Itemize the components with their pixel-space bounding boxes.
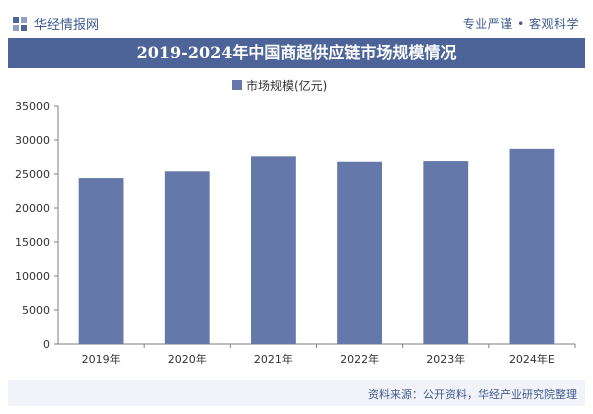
y-tick-label: 5000 bbox=[22, 304, 50, 317]
bar bbox=[509, 148, 555, 344]
header-bar: 华经情报网 专业严谨 • 客观科学 bbox=[8, 8, 585, 38]
x-tick-label: 2019年 bbox=[82, 352, 121, 366]
y-tick-label: 20000 bbox=[15, 202, 50, 215]
y-tick-label: 15000 bbox=[15, 236, 50, 249]
x-tick-label: 2024年E bbox=[509, 352, 555, 366]
y-tick-label: 10000 bbox=[15, 270, 50, 283]
legend-swatch bbox=[232, 80, 242, 90]
x-tick-label: 2021年 bbox=[254, 352, 293, 366]
brand-name: 华经情报网 bbox=[34, 18, 100, 33]
legend-label: 市场规模(亿元) bbox=[246, 78, 327, 93]
tagline: 专业严谨 • 客观科学 bbox=[462, 17, 579, 31]
bar bbox=[78, 178, 124, 344]
bar bbox=[423, 161, 469, 344]
x-tick-label: 2023年 bbox=[426, 352, 465, 366]
source-note: 资料来源：公开资料，华经产业研究院整理 bbox=[368, 388, 577, 401]
y-tick-label: 25000 bbox=[15, 168, 50, 181]
y-tick-label: 30000 bbox=[15, 134, 50, 147]
y-tick-label: 0 bbox=[43, 338, 50, 351]
bar bbox=[251, 156, 296, 344]
x-tick-label: 2022年 bbox=[340, 352, 379, 366]
brand-logo-icon bbox=[13, 16, 27, 31]
brand[interactable]: 华经情报网 bbox=[12, 14, 99, 33]
source-bar bbox=[8, 380, 585, 406]
y-tick-label: 35000 bbox=[15, 100, 50, 113]
chart-title: 2019-2024年中国商超供应链市场规模情况 bbox=[8, 38, 585, 68]
bar bbox=[164, 171, 210, 344]
x-tick-label: 2020年 bbox=[168, 352, 207, 366]
bar bbox=[337, 161, 382, 344]
